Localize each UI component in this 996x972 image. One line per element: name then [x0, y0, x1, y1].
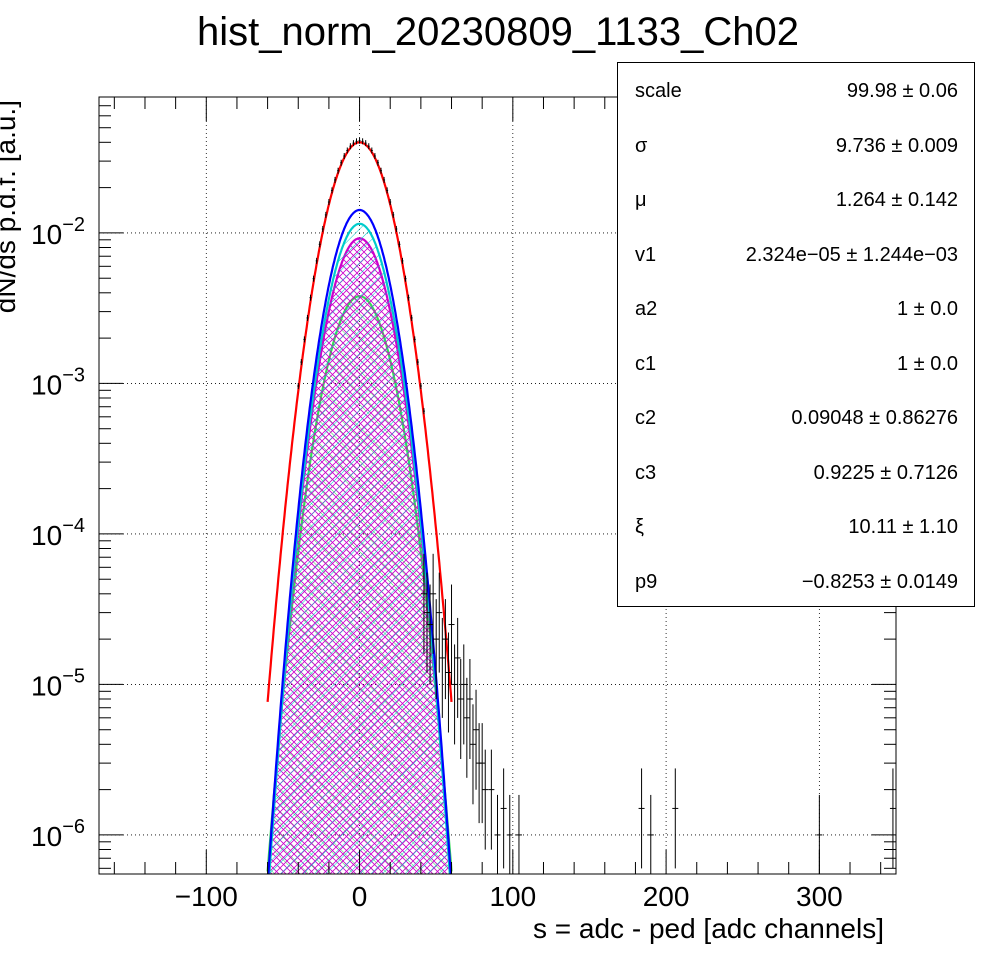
stat-row: σ 9.736 ± 0.009	[618, 135, 974, 165]
stat-name: σ	[635, 134, 648, 157]
stat-row: v1 2.324e−05 ± 1.244e−03	[618, 244, 974, 274]
y-axis-label: dN/ds p.d.f. [a.u.]	[0, 100, 21, 313]
stat-name: μ	[635, 189, 647, 211]
y-tick-label: 10−3	[31, 364, 85, 400]
stat-value: 2.324e−05 ± 1.244e−03	[745, 243, 958, 266]
x-tick-labels: −100 0 100 200 300	[175, 881, 843, 912]
stat-name: ξ	[635, 516, 644, 538]
y-tick-label: 10−2	[31, 214, 85, 250]
x-tick-label: 300	[796, 881, 843, 912]
y-tick-label: 10−4	[31, 515, 85, 551]
data-points	[297, 137, 896, 874]
x-tick-label: 0	[352, 881, 368, 912]
stat-name: c1	[635, 352, 657, 375]
x-tick-label: −100	[175, 881, 238, 912]
y-tick-label: 10−6	[31, 816, 85, 852]
stat-value: 1 ± 0.0	[896, 298, 958, 320]
y-tick-label: 10−5	[31, 665, 85, 701]
fit-curve	[268, 222, 451, 874]
x-tick-label: 100	[489, 881, 536, 912]
stat-value: 99.98 ± 0.06	[846, 80, 958, 102]
chart-title: hist_norm_20230809_1133_Ch02	[197, 10, 799, 54]
stat-row: p9 −0.8253 ± 0.0149	[618, 571, 974, 601]
stat-name: c2	[635, 407, 657, 429]
stat-row: a2 1 ± 0.0	[618, 298, 974, 328]
stat-value: 9.736 ± 0.009	[835, 134, 958, 157]
stat-name: scale	[635, 80, 682, 102]
y-tick-labels: 10−6 10−5 10−4 10−3 10−2	[31, 214, 85, 852]
fit-stats-box: scale 99.98 ± 0.06 σ 9.736 ± 0.009 μ 1.264 ± …	[617, 62, 975, 607]
stat-row: ξ 10.11 ± 1.10	[618, 516, 974, 546]
fit-curve	[267, 208, 452, 874]
stat-name: p9	[635, 570, 658, 593]
x-axis-label: s = adc - ped [adc channels]	[533, 913, 884, 944]
stat-value: 1.264 ± 0.142	[835, 189, 958, 211]
stat-name: c3	[635, 461, 657, 484]
stat-name: v1	[635, 243, 657, 266]
stat-row: μ 1.264 ± 0.142	[618, 189, 974, 219]
fit-curves	[266, 141, 453, 874]
stat-row: scale 99.98 ± 0.06	[618, 80, 974, 110]
x-tick-label: 200	[643, 881, 690, 912]
stat-name: a2	[635, 298, 658, 320]
stat-row: c1 1 ± 0.0	[618, 353, 974, 383]
stat-value: 0.9225 ± 0.7126	[813, 461, 958, 484]
stat-value: 0.09048 ± 0.86276	[791, 407, 958, 429]
stat-value: 1 ± 0.0	[896, 352, 958, 375]
stat-row: c2 0.09048 ± 0.86276	[618, 407, 974, 437]
stat-row: c3 0.9225 ± 0.7126	[618, 462, 974, 492]
stat-value: −0.8253 ± 0.0149	[801, 570, 958, 593]
stat-value: 10.11 ± 1.10	[848, 516, 958, 538]
